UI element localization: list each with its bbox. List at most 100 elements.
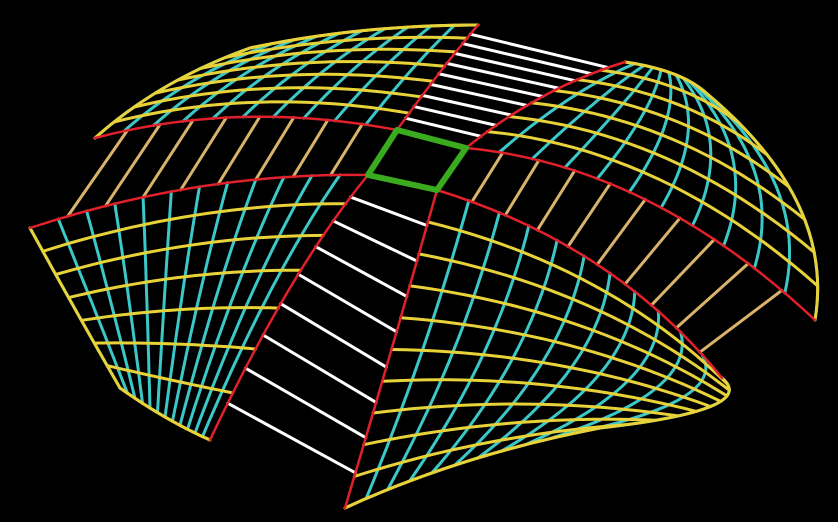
- grid-member: [141, 195, 152, 410]
- strip-member: [296, 272, 399, 334]
- grid-member: [352, 422, 632, 478]
- grid-member: [223, 35, 469, 60]
- strip-member: [141, 118, 195, 199]
- grid-member: [693, 83, 764, 270]
- grid-member: [599, 68, 741, 125]
- strip-member: [503, 158, 541, 217]
- strip-member: [623, 216, 682, 286]
- edge-member: [343, 426, 602, 510]
- grid-member: [201, 173, 342, 439]
- grid-member: [364, 23, 456, 127]
- edge-member: [623, 60, 707, 94]
- strip-member: [698, 288, 784, 354]
- grid-member: [41, 202, 348, 253]
- grid-member: [627, 70, 673, 194]
- boundary-member: [464, 60, 627, 150]
- strip-member: [179, 116, 228, 192]
- grid-member: [171, 181, 230, 423]
- strip-member: [349, 195, 429, 228]
- boundary-member: [464, 146, 817, 322]
- grid-member: [408, 284, 729, 398]
- strip-member: [404, 116, 483, 138]
- grid-member: [271, 27, 387, 119]
- edge-member: [248, 23, 480, 50]
- grid-member: [362, 417, 658, 447]
- boundary-member: [435, 188, 724, 380]
- strip-member: [103, 122, 162, 208]
- strip-member: [566, 182, 612, 248]
- strip-member: [291, 118, 330, 179]
- strip-member: [226, 401, 357, 475]
- strip-member: [470, 151, 505, 204]
- strip-member: [216, 115, 262, 186]
- edge-member: [93, 46, 252, 140]
- grid-member: [529, 101, 807, 221]
- boundary-member: [28, 173, 370, 230]
- strip-member: [412, 105, 498, 127]
- strip-member: [674, 262, 750, 330]
- boundary-member: [208, 173, 370, 442]
- strip-member: [254, 116, 296, 182]
- grid-member: [497, 62, 637, 154]
- strip-member: [535, 169, 577, 232]
- grid-member: [175, 60, 446, 82]
- grid-member: [156, 190, 173, 415]
- strip-member: [468, 32, 610, 70]
- edge-member: [118, 386, 212, 442]
- grid-member: [575, 78, 769, 157]
- strip-member: [461, 42, 593, 76]
- grid-member: [112, 100, 411, 124]
- grid-member: [92, 341, 258, 351]
- boundary-member: [93, 115, 399, 140]
- grid-member: [659, 73, 690, 210]
- grid-member: [54, 233, 325, 276]
- grid-member: [563, 65, 655, 169]
- grid-member: [595, 68, 663, 181]
- boundary-member: [395, 23, 480, 132]
- central-frame: [365, 127, 469, 193]
- boundary-member: [343, 188, 439, 510]
- grid-member: [681, 76, 713, 227]
- grid-member: [507, 115, 816, 254]
- grid-member: [417, 252, 731, 392]
- grid-member: [67, 268, 303, 300]
- edge-member: [28, 226, 122, 390]
- strip-member: [595, 198, 647, 266]
- strip-member: [649, 237, 716, 307]
- strip-member: [445, 61, 561, 90]
- grid-member: [132, 86, 423, 109]
- grid-member: [371, 402, 680, 418]
- grid-member: [105, 364, 235, 395]
- grid-member: [426, 220, 730, 386]
- grid-member: [163, 185, 201, 419]
- grid-member: [186, 175, 286, 431]
- strip-member: [437, 72, 545, 98]
- strip-member: [453, 51, 577, 83]
- strip-member: [243, 366, 368, 440]
- grid-member: [178, 178, 258, 427]
- strip-member: [429, 82, 529, 107]
- strip-member: [314, 245, 409, 298]
- grid-member: [199, 47, 458, 70]
- edge-member: [598, 376, 731, 430]
- grid-member: [302, 25, 410, 120]
- grid-member: [333, 24, 433, 123]
- grid-member: [193, 174, 314, 435]
- grid-member: [56, 217, 129, 395]
- grid-member: [79, 306, 280, 322]
- strip-member: [279, 302, 388, 369]
- grid-member: [85, 209, 137, 400]
- strip-member: [329, 122, 364, 177]
- strip-member: [331, 219, 419, 263]
- grid-member: [390, 348, 712, 408]
- strip-member: [261, 333, 378, 404]
- grid-member: [399, 316, 723, 403]
- grid-member: [552, 89, 791, 189]
- edge-member: [703, 90, 820, 322]
- grid-member: [530, 63, 646, 161]
- grid-member: [153, 72, 435, 95]
- grid-member: [687, 79, 738, 248]
- grid-member: [113, 202, 144, 405]
